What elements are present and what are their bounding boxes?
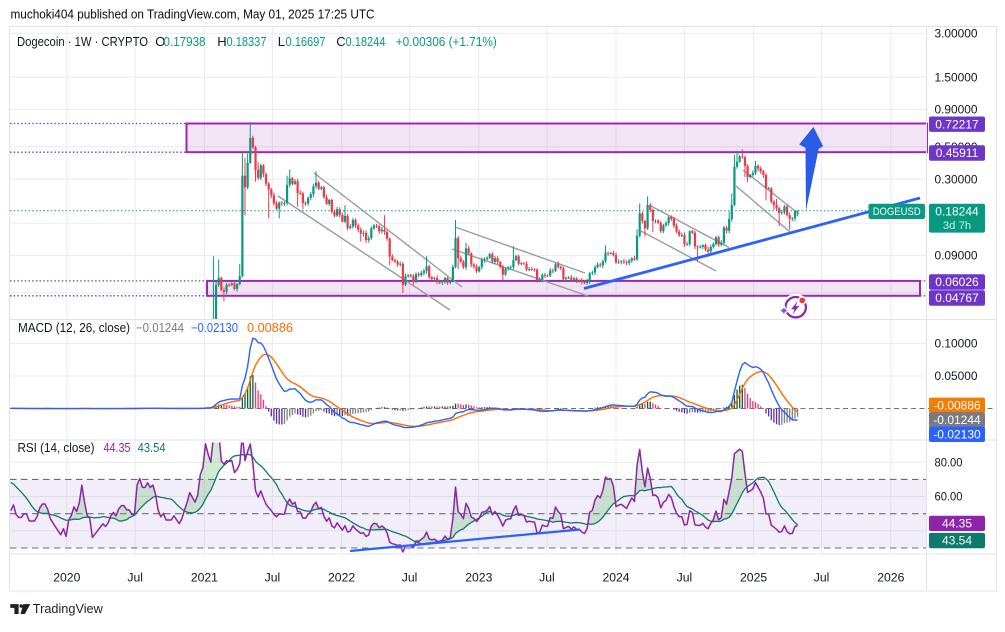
svg-text:0.09000: 0.09000 [935, 249, 978, 263]
svg-text:2021: 2021 [191, 571, 218, 585]
svg-text:L: L [278, 34, 285, 49]
svg-text:-0.01244: -0.01244 [933, 413, 981, 427]
svg-text:Dogecoin · 1W · CRYPTO: Dogecoin · 1W · CRYPTO [17, 34, 148, 49]
svg-text:0.04767: 0.04767 [935, 291, 979, 305]
svg-text:MACD (12, 26, close): MACD (12, 26, close) [18, 321, 130, 335]
svg-text:Jul: Jul [539, 571, 555, 585]
svg-text:−0.01244: −0.01244 [136, 321, 184, 335]
svg-text:0.18337: 0.18337 [227, 34, 267, 49]
svg-text:2025: 2025 [740, 571, 767, 585]
svg-text:0.16697: 0.16697 [286, 34, 326, 49]
svg-text:2026: 2026 [877, 571, 904, 585]
svg-text:2024: 2024 [602, 571, 629, 585]
svg-text:0.05000: 0.05000 [935, 369, 978, 383]
svg-text:H: H [217, 34, 226, 49]
svg-text:0.17938: 0.17938 [164, 34, 206, 49]
svg-text:0.06026: 0.06026 [935, 275, 979, 289]
svg-text:TradingView: TradingView [33, 601, 103, 616]
svg-text:Jul: Jul [402, 571, 418, 585]
svg-text:-0.02130: -0.02130 [933, 427, 981, 441]
svg-text:3d 7h: 3d 7h [943, 220, 971, 232]
svg-text:Jul: Jul [265, 571, 281, 585]
svg-text:0.30000: 0.30000 [935, 172, 978, 186]
svg-text:RSI (14, close): RSI (14, close) [18, 441, 95, 455]
svg-text:-0.00886: -0.00886 [933, 398, 981, 412]
svg-text:0.90000: 0.90000 [935, 103, 978, 117]
svg-text:43.54: 43.54 [138, 441, 166, 455]
svg-text:43.54: 43.54 [942, 534, 972, 548]
svg-text:0.72217: 0.72217 [935, 117, 979, 131]
svg-text:3.00000: 3.00000 [935, 26, 978, 40]
svg-text:0.18244: 0.18244 [346, 34, 386, 49]
svg-text:0.00886: 0.00886 [247, 321, 293, 335]
svg-text:Jul: Jul [814, 571, 830, 585]
svg-text:1.50000: 1.50000 [935, 70, 978, 84]
svg-text:44.35: 44.35 [942, 517, 972, 531]
svg-text:2023: 2023 [465, 571, 492, 585]
svg-text:0.45911: 0.45911 [936, 146, 979, 160]
svg-text:O: O [155, 34, 165, 49]
svg-text:muchoki404 published on Tradin: muchoki404 published on TradingView.com,… [11, 7, 375, 22]
svg-text:60.00: 60.00 [935, 490, 963, 504]
svg-text:80.00: 80.00 [935, 455, 963, 469]
svg-text:2020: 2020 [53, 571, 80, 585]
svg-text:Jul: Jul [127, 571, 143, 585]
svg-text:Jul: Jul [677, 571, 693, 585]
svg-text:2022: 2022 [328, 571, 355, 585]
svg-text:−0.02130: −0.02130 [191, 321, 238, 335]
svg-text:DOGEUSD: DOGEUSD [873, 206, 921, 218]
svg-text:C: C [336, 34, 345, 49]
svg-text:0.10000: 0.10000 [935, 337, 978, 351]
svg-text:44.35: 44.35 [104, 441, 131, 455]
svg-text:+0.00306 (+1.71%): +0.00306 (+1.71%) [396, 34, 497, 49]
svg-text:0.18244: 0.18244 [935, 204, 979, 218]
